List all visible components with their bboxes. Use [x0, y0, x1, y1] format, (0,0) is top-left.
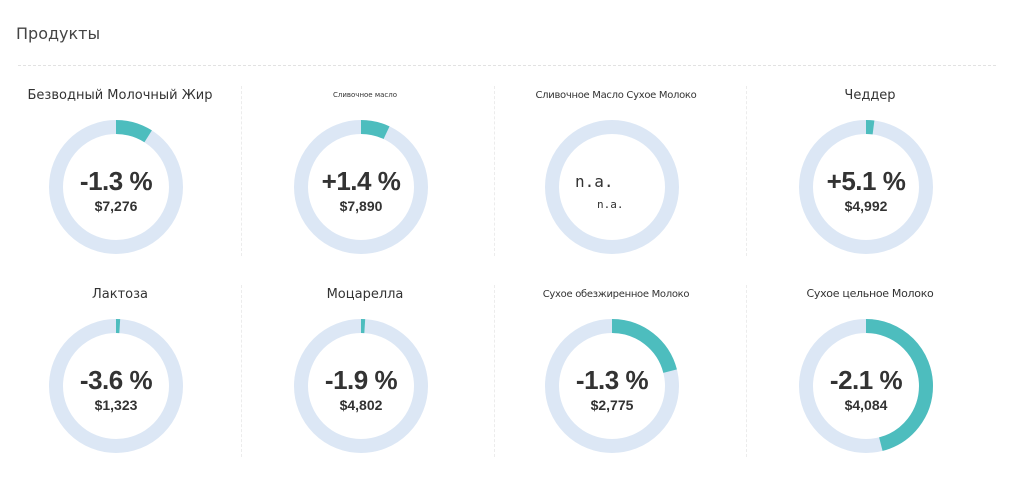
price-value: $2,775: [590, 397, 634, 413]
product-card-lactose[interactable]: Лактоза -3.6 % $1,323: [0, 285, 240, 483]
share-donut: +5.1 % $4,992: [799, 120, 933, 254]
price-value: $4,992: [844, 198, 888, 214]
product-card-mozzarella[interactable]: Моцарелла -1.9 % $4,802: [245, 285, 485, 483]
price-value: $7,276: [94, 198, 138, 214]
share-donut: -3.6 % $1,323: [49, 319, 183, 453]
product-name: Чеддер: [844, 88, 896, 103]
share-donut: -1.3 % $2,775: [545, 319, 679, 453]
product-name: Безводный Молочный Жир: [27, 88, 213, 103]
donut-arc: [799, 319, 933, 453]
price-change: -1.9 %: [324, 365, 398, 395]
donut-arc: [49, 120, 183, 254]
section-divider: [18, 65, 996, 66]
share-donut: +1.4 % $7,890: [294, 120, 428, 254]
product-card-butter-milk-powder[interactable]: Сливочное Масло Сухое Молоко n.a. n.a.: [496, 86, 736, 286]
product-name: Сухое обезжиренное Молоко: [542, 289, 690, 300]
donut-arc: [799, 120, 933, 254]
donut-arc: [294, 120, 428, 254]
column-separator: [494, 86, 495, 256]
price-value: $4,084: [844, 397, 888, 413]
column-separator: [746, 285, 747, 457]
price-value: $1,323: [94, 397, 138, 413]
product-card-anhydrous-milk-fat[interactable]: Безводный Молочный Жир -1.3 % $7,276: [0, 86, 240, 286]
price-change: +1.4 %: [321, 166, 401, 196]
price-change: +5.1 %: [826, 166, 906, 196]
share-donut: -1.3 % $7,276: [49, 120, 183, 254]
column-separator: [746, 86, 747, 256]
share-donut: -2.1 % $4,084: [799, 319, 933, 453]
products-grid: Безводный Молочный Жир -1.3 % $7,276 Сли…: [0, 70, 1024, 483]
price-value: n.a.: [597, 198, 624, 211]
price-change: -1.3 %: [79, 166, 153, 196]
column-separator: [241, 285, 242, 457]
product-card-whole-milk-powder[interactable]: Сухое цельное Молоко -2.1 % $4,084: [750, 285, 990, 483]
section-title: Продукты: [16, 24, 101, 43]
price-change: -1.3 %: [575, 365, 649, 395]
column-separator: [494, 285, 495, 457]
product-name: Сливочное масло: [332, 91, 398, 99]
share-donut: n.a. n.a.: [545, 120, 679, 254]
price-change: -2.1 %: [829, 365, 903, 395]
product-name: Сливочное Масло Сухое Молоко: [535, 90, 697, 101]
price-value: $7,890: [339, 198, 383, 214]
product-name: Моцарелла: [326, 287, 404, 302]
price-change: n.a.: [575, 172, 614, 191]
price-value: $4,802: [339, 397, 383, 413]
donut-arc: [294, 319, 428, 453]
product-name: Сухое цельное Молоко: [806, 287, 934, 300]
product-card-cheddar[interactable]: Чеддер +5.1 % $4,992: [750, 86, 990, 286]
price-change: -3.6 %: [79, 365, 153, 395]
product-card-skim-milk-powder[interactable]: Сухое обезжиренное Молоко -1.3 % $2,775: [496, 285, 736, 483]
donut-arc: [545, 319, 679, 453]
share-donut: -1.9 % $4,802: [294, 319, 428, 453]
column-separator: [241, 86, 242, 256]
product-name: Лактоза: [92, 287, 148, 302]
product-card-butter[interactable]: Сливочное масло +1.4 % $7,890: [245, 86, 485, 286]
donut-track: [545, 120, 679, 254]
donut-arc: [49, 319, 183, 453]
